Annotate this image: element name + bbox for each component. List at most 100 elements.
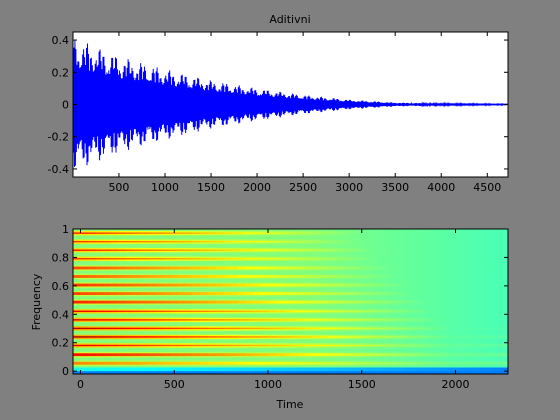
spectrogram-cell (200, 312, 209, 315)
spectrogram-cell (110, 332, 119, 335)
spectrogram-cell (178, 311, 187, 314)
spectrogram-cell (193, 291, 202, 294)
spectrogram-cell (118, 263, 127, 266)
spectrogram-cell (110, 301, 119, 304)
spectrogram-cell (208, 302, 217, 305)
spectrogram-cell (73, 298, 82, 301)
spectrogram-cell (88, 369, 97, 372)
spectrogram-cell (365, 305, 374, 308)
spectrogram-cell (95, 256, 104, 259)
spectrogram-cell (73, 318, 82, 321)
spectrogram-cell (230, 256, 239, 259)
spectrogram-cell (238, 349, 247, 352)
spectrogram-cell (185, 247, 194, 250)
spectrogram-cell (358, 337, 367, 340)
spectrogram-cell (110, 248, 119, 251)
spectrogram-cell (425, 229, 434, 232)
spectrogram-cell (95, 332, 104, 335)
spectrogram-cell (118, 329, 127, 332)
spectrogram-cell (358, 301, 367, 304)
spectrogram-cell (103, 358, 112, 361)
spectrogram-cell (305, 327, 314, 330)
spectrogram-cell (268, 298, 277, 301)
spectrogram-cell (320, 302, 329, 305)
spectrogram-cell (215, 314, 224, 317)
spectrogram-cell (410, 274, 419, 277)
spectrogram-cell (418, 341, 427, 344)
spectrogram-cell (178, 319, 187, 322)
spectrogram-cell (200, 314, 209, 317)
spectrogram-cell (200, 231, 209, 234)
spectrogram-cell (350, 284, 359, 287)
spectrogram-cell (148, 231, 157, 234)
spectrogram-cell (73, 290, 82, 293)
spectrogram-cell (200, 337, 209, 340)
spectrogram-cell (178, 348, 187, 351)
spectrogram-cell (388, 328, 397, 331)
spectrogram-cell (125, 355, 134, 358)
spectrogram-cell (208, 234, 217, 237)
spectrogram-cell (403, 315, 412, 318)
spectrogram-cell (178, 364, 187, 367)
spectrogram-cell (395, 298, 404, 301)
spectrogram-cell (215, 295, 224, 298)
spectrogram-cell (80, 295, 89, 298)
spectrogram-cell (88, 247, 97, 250)
spectrogram-cell (215, 308, 224, 311)
spectrogram-cell (88, 297, 97, 300)
spectrogram-cell (440, 361, 449, 364)
spectrogram-cell (365, 351, 374, 354)
spectrogram-cell (298, 238, 307, 241)
spectrogram-cell (80, 294, 89, 297)
spectrogram-cell (208, 335, 217, 338)
spectrogram-cell (418, 260, 427, 263)
spectrogram-cell (170, 294, 179, 297)
spectrogram-cell (125, 294, 134, 297)
spectrogram-cell (320, 230, 329, 233)
spectrogram-cell (215, 310, 224, 313)
spectrogram-cell (223, 308, 232, 311)
spectrogram-cell (358, 280, 367, 283)
spectrogram-cell (358, 271, 367, 274)
spectrogram-cell (260, 305, 269, 308)
spectrogram-cell (200, 308, 209, 311)
spectrogram-cell (178, 256, 187, 259)
spectrogram-cell (350, 319, 359, 322)
spectrogram-cell (275, 355, 284, 358)
spectrogram-cell (163, 294, 172, 297)
spectrogram-cell (373, 352, 382, 355)
spectrogram-cell (290, 229, 299, 232)
spectrogram-cell (268, 308, 277, 311)
spectrogram-cell (170, 304, 179, 307)
spectrogram-cell (298, 321, 307, 324)
spectrogram-cell (440, 359, 449, 362)
spectrogram-cell (170, 344, 179, 347)
spectrogram-cell (208, 331, 217, 334)
spectrogram-cell (305, 274, 314, 277)
spectrogram-cell (343, 354, 352, 357)
spectrogram-cell (215, 270, 224, 273)
spectrogram-cell (80, 349, 89, 352)
spectrogram-cell (373, 241, 382, 244)
spectrogram-cell (170, 312, 179, 315)
spectrogram-cell (373, 229, 382, 232)
spectrogram-cell (253, 280, 262, 283)
spectrogram-cell (305, 334, 314, 337)
spectrogram-cell (170, 263, 179, 266)
spectrogram-cell (328, 344, 337, 347)
spectrogram-cell (118, 358, 127, 361)
spectrogram-cell (275, 366, 284, 369)
spectrogram-cell (343, 331, 352, 334)
spectrogram-cell (148, 263, 157, 266)
spectrogram-cell (170, 274, 179, 277)
spectrogram-cell (215, 307, 224, 310)
spectrogram-cell (275, 349, 284, 352)
spectrogram-cell (178, 338, 187, 341)
spectrogram-cell (155, 301, 164, 304)
spectrogram-cell (260, 302, 269, 305)
spectrogram-cell (365, 237, 374, 240)
spectrogram-cell (418, 230, 427, 233)
spectrogram-cell (245, 331, 254, 334)
spectrogram-cell (350, 256, 359, 259)
spectrogram-cell (313, 277, 322, 280)
